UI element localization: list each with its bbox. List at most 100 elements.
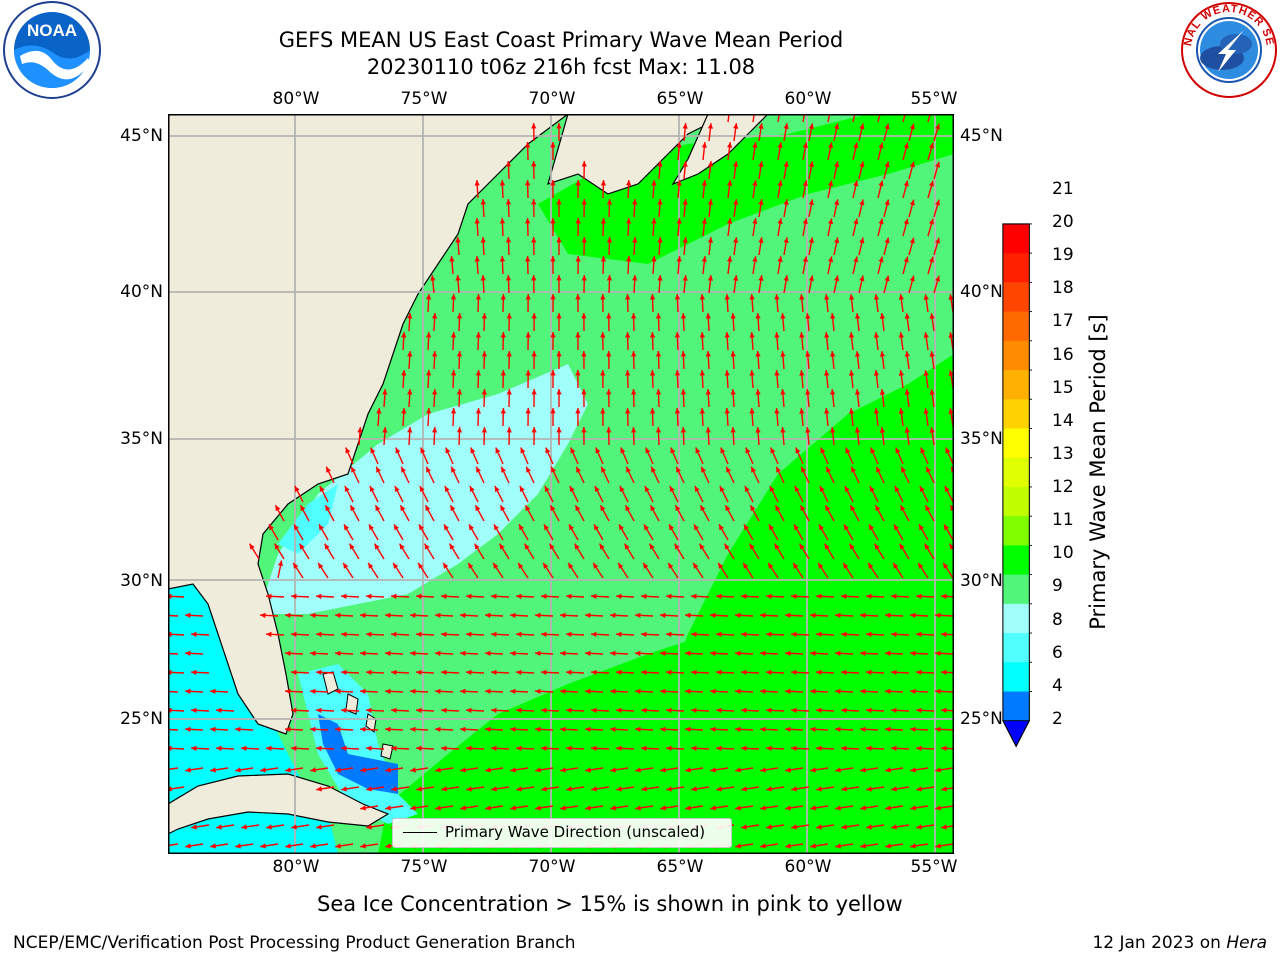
direction-arrow-head	[185, 688, 191, 694]
direction-arrow-head	[632, 237, 638, 243]
direction-arrow-head	[470, 447, 476, 454]
direction-arrow-head	[641, 631, 647, 637]
direction-arrow-head	[783, 275, 789, 282]
direction-arrow-head	[824, 332, 830, 338]
direction-arrow-head	[948, 408, 954, 414]
direction-arrow-head	[291, 824, 297, 830]
credit-machine: Hera	[1226, 933, 1267, 953]
direction-arrow-head	[802, 142, 808, 149]
direction-arrow-head	[585, 805, 591, 811]
direction-arrow-head	[556, 199, 562, 205]
direction-arrow-head	[575, 294, 581, 300]
direction-arrow-head	[550, 180, 556, 186]
direction-arrow-head	[705, 351, 711, 357]
direction-arrow-head	[606, 427, 612, 433]
direction-arrow-head	[610, 612, 616, 618]
direction-arrow-head	[418, 562, 424, 569]
direction-arrow-head	[566, 707, 572, 713]
direction-arrow-head	[525, 142, 531, 148]
direction-arrow-head	[834, 199, 840, 206]
direction-arrow-head	[866, 786, 872, 792]
direction-arrow-head	[556, 275, 562, 281]
direction-arrow-head	[694, 524, 699, 531]
direction-arrow-head	[531, 351, 537, 357]
direction-arrow-head	[310, 688, 316, 694]
direction-arrow-head	[626, 180, 632, 186]
direction-arrow-head	[935, 767, 941, 773]
direction-arrow-head	[924, 543, 930, 550]
direction-arrow-head	[783, 123, 789, 130]
direction-arrow-head	[760, 688, 766, 694]
direction-arrow-head	[575, 370, 581, 376]
direction-arrow-head	[935, 805, 941, 811]
direction-arrow-head	[560, 650, 566, 656]
direction-arrow-head	[480, 275, 486, 281]
direction-arrow-head	[575, 408, 581, 414]
direction-arrow-head	[835, 688, 841, 694]
direction-arrow-head	[841, 786, 847, 792]
wave-direction-arrows	[168, 114, 954, 849]
direction-arrow-head	[376, 408, 382, 414]
direction-arrow-head	[341, 669, 347, 675]
colorbar-title: Primary Wave Mean Period [s]	[1086, 314, 1110, 630]
direction-arrow-head	[310, 767, 316, 773]
direction-arrow-head	[566, 669, 572, 675]
direction-arrow-head	[319, 524, 324, 531]
direction-arrow-head	[780, 427, 786, 433]
direction-arrow-head	[830, 427, 836, 433]
direction-arrow-head	[824, 370, 830, 376]
direction-arrow-head	[776, 466, 781, 473]
direction-arrow-head	[316, 593, 322, 599]
direction-arrow-head	[670, 447, 676, 454]
direction-arrow-head	[884, 123, 890, 130]
direction-arrow-head	[600, 408, 606, 414]
direction-arrow-head	[541, 707, 547, 713]
colorbar-segment	[1002, 311, 1030, 342]
direction-arrow-head	[727, 256, 733, 262]
lon-label-top: 55°W	[910, 89, 958, 109]
direction-arrow-head	[851, 466, 856, 473]
colorbar-tick-label: 13	[1052, 443, 1074, 464]
direction-arrow-head	[426, 466, 431, 473]
direction-arrow-head	[641, 707, 647, 713]
direction-arrow-head	[510, 688, 516, 694]
direction-arrow-head	[385, 767, 391, 773]
direction-arrow-head	[575, 218, 581, 224]
direction-arrow-head	[475, 408, 482, 414]
colorbar-segment	[1002, 282, 1030, 313]
direction-arrow-head	[898, 294, 904, 300]
direction-arrow-head	[549, 543, 555, 550]
direction-arrow-head	[474, 256, 480, 262]
direction-arrow-head	[294, 524, 299, 531]
direction-arrow-head	[935, 726, 941, 732]
direction-arrow-head	[755, 313, 761, 319]
direction-arrow-head	[626, 218, 632, 224]
direction-arrow-head	[885, 650, 891, 656]
direction-arrow-shaft	[802, 114, 806, 123]
direction-arrow-head	[544, 485, 550, 492]
chart-subtitle: 20230110 t06z 216h fcst Max: 11.08	[366, 55, 756, 79]
direction-arrow-head	[699, 370, 705, 376]
direction-arrow-head	[550, 218, 556, 224]
direction-arrow-head	[929, 351, 935, 357]
direction-arrow-head	[676, 466, 681, 473]
direction-arrow-head	[569, 524, 574, 531]
direction-arrow-head	[595, 447, 601, 454]
direction-arrow-head	[898, 332, 904, 338]
direction-arrow-head	[909, 123, 915, 130]
direction-arrow-head	[391, 745, 397, 751]
direction-arrow-head	[816, 669, 822, 675]
direction-arrow-head	[749, 370, 755, 376]
direction-arrow-head	[674, 543, 680, 550]
colorbar-segment	[1002, 574, 1030, 605]
direction-arrow-head	[500, 408, 506, 414]
direction-arrow-head	[291, 631, 297, 637]
direction-arrow-head	[752, 218, 758, 224]
direction-arrow-head	[810, 843, 816, 849]
direction-arrow-head	[741, 707, 747, 713]
direction-arrow-head	[610, 805, 616, 811]
credit-right: 12 Jan 2023 on Hera	[1092, 933, 1267, 953]
direction-arrow-head	[591, 631, 597, 637]
direction-arrow-head	[941, 824, 947, 830]
direction-arrow-head	[903, 256, 909, 263]
